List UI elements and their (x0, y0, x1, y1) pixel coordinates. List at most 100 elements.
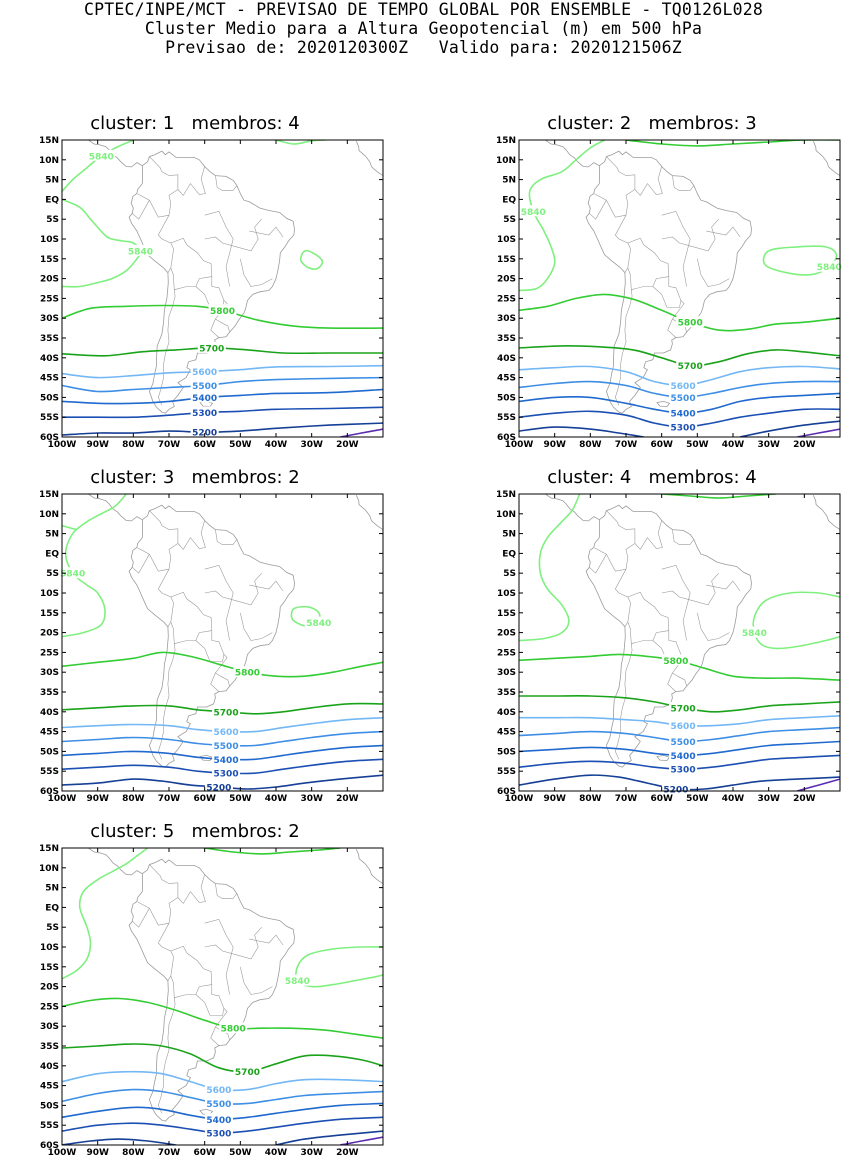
contour-5100 (797, 428, 840, 437)
contour-label: 5500 (204, 1097, 233, 1110)
contour-label: 5840 (283, 974, 312, 987)
contour-label: 5840 (126, 244, 155, 257)
contour-label-text: 5400 (214, 756, 239, 766)
lon-label: 30W (757, 440, 780, 450)
lon-label: 70W (158, 1148, 181, 1158)
contour-label-text: 5700 (678, 362, 703, 372)
lat-label: 20S (40, 275, 59, 285)
country-border (215, 672, 230, 687)
falklands-outline (656, 400, 671, 407)
lat-label: 45S (40, 728, 59, 738)
south-america-outline (128, 858, 295, 1122)
lat-label: 10N (39, 156, 59, 166)
lat-label: 25S (40, 294, 59, 304)
country-border (157, 997, 176, 1114)
contour-label: 5840 (58, 567, 87, 580)
lon-label: 40W (265, 1148, 288, 1158)
lat-label: 35S (40, 688, 59, 698)
contour-label: 5500 (669, 735, 698, 748)
lat-label: 20S (40, 983, 59, 993)
country-border (589, 554, 607, 574)
contour-5100 (340, 1136, 383, 1145)
africa-outline (355, 849, 383, 888)
contour-5200 (62, 1138, 177, 1145)
contour-label: 5700 (233, 1065, 262, 1078)
lat-label: 50S (40, 393, 59, 403)
country-border (240, 258, 273, 287)
lat-label: 10N (39, 864, 59, 874)
contour-label-text: 5300 (206, 1130, 231, 1140)
contour-label: 5400 (190, 391, 219, 404)
lat-label: 30S (40, 668, 59, 678)
contour-5800 (62, 997, 383, 1039)
contour-label: 5300 (669, 421, 698, 434)
coastline-layer (87, 848, 383, 1122)
country-border (137, 156, 179, 218)
contour-label: 5200 (204, 781, 233, 794)
lon-label: 60W (650, 794, 673, 804)
contour-label: 5800 (661, 654, 690, 667)
country-border (215, 175, 238, 192)
lat-label: 10S (497, 589, 516, 599)
lat-label: EQ (502, 195, 516, 205)
contour-label-text: 5800 (663, 657, 688, 667)
lat-label: 35S (40, 1042, 59, 1052)
lat-label: 25S (497, 294, 516, 304)
coastline-layer (87, 494, 383, 768)
lat-label: 5N (502, 530, 516, 540)
contour-label: 5600 (669, 379, 698, 392)
lat-label: 20S (497, 275, 516, 285)
contour-label-text: 5840 (306, 619, 331, 629)
plot-frame (518, 139, 841, 438)
contour-label-text: 5840 (128, 247, 153, 257)
country-border (132, 908, 150, 928)
lat-label: 5N (45, 884, 59, 894)
contour-5840 (62, 140, 134, 193)
country-border (706, 580, 741, 592)
lat-label: 40S (497, 708, 516, 718)
country-border (661, 210, 691, 287)
contour-label-text: 5700 (214, 708, 239, 718)
contour-label: 5800 (219, 1022, 248, 1035)
country-border (614, 643, 633, 760)
lat-label: 30S (40, 1022, 59, 1032)
contour-5100 (796, 778, 840, 791)
contour-label: 5400 (204, 1113, 233, 1126)
contour-5800 (661, 494, 776, 499)
contour-label: 5800 (233, 666, 262, 679)
lat-label: 5S (503, 569, 516, 579)
country-border (634, 166, 663, 196)
lon-label: 20W (793, 794, 816, 804)
contour-5200 (275, 1130, 383, 1145)
lat-label: 5S (46, 215, 59, 225)
country-border (137, 864, 179, 926)
country-border (204, 572, 262, 606)
contour-label: 5700 (212, 705, 241, 718)
contour-label: 5300 (190, 406, 219, 419)
contour-label-text: 5400 (671, 752, 696, 762)
country-border (634, 520, 663, 550)
contour-label-text: 5300 (671, 424, 696, 434)
country-border (204, 918, 234, 995)
contour-label-text: 5300 (671, 766, 696, 776)
africa-outline (355, 495, 383, 534)
country-border (652, 276, 682, 308)
central-america-outline (544, 140, 600, 168)
contour-label-text: 5840 (285, 977, 310, 987)
contour-label: 5600 (212, 725, 241, 738)
contour-label-text: 5600 (671, 722, 696, 732)
lat-label: 45S (40, 1082, 59, 1092)
country-border (661, 218, 719, 252)
lat-label: 15N (39, 136, 59, 146)
lat-label: EQ (45, 903, 59, 913)
lon-label: 80W (122, 1148, 145, 1158)
cluster-panel-1: cluster: 1 membros: 4 5840 5840 5800 5700 56… (5, 113, 385, 453)
lon-label: 90W (543, 794, 566, 804)
contour-label-text: 5400 (192, 394, 217, 404)
contour-label: 5840 (519, 205, 548, 218)
cluster-map-1: 58405840580057005600550054005300520015N1… (39, 136, 384, 450)
contour-label-text: 5400 (206, 1116, 231, 1126)
contour-label-text: 5400 (671, 410, 696, 420)
contour-label-text: 5800 (221, 1025, 246, 1035)
lon-label: 100W (505, 440, 534, 450)
